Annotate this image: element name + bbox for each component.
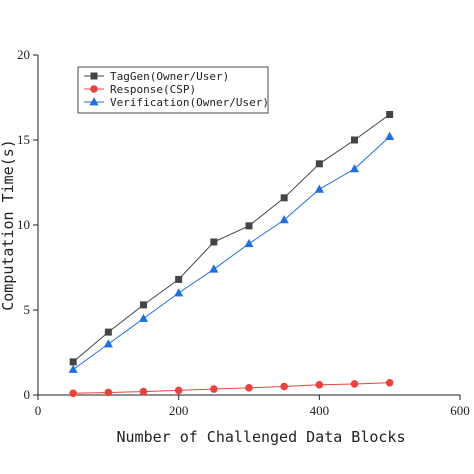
axes: 0 200 400 600 0 5 10 15 20 bbox=[17, 47, 470, 418]
x-tick-label: 0 bbox=[35, 403, 42, 418]
y-axis-title: Computation Time(s) bbox=[0, 139, 17, 311]
data-point bbox=[174, 386, 183, 395]
data-point bbox=[385, 378, 394, 387]
data-point bbox=[245, 384, 253, 392]
data-point bbox=[349, 164, 360, 173]
data-point bbox=[244, 238, 254, 248]
legend-item: TagGen(Owner/User) bbox=[84, 70, 229, 83]
data-point bbox=[104, 388, 113, 397]
y-tick-label: 10 bbox=[17, 217, 30, 232]
y-tick-label: 5 bbox=[24, 302, 31, 317]
series-line bbox=[72, 136, 391, 370]
series-layer bbox=[68, 111, 395, 398]
data-point bbox=[210, 238, 218, 246]
data-point bbox=[245, 222, 253, 230]
legend-box bbox=[77, 66, 269, 114]
data-point bbox=[89, 97, 99, 106]
data-point bbox=[90, 85, 98, 93]
series-line bbox=[72, 114, 390, 363]
data-point bbox=[69, 389, 77, 398]
data-point bbox=[351, 136, 358, 144]
data-point bbox=[175, 275, 183, 283]
data-point bbox=[68, 364, 78, 373]
data-point bbox=[315, 381, 324, 389]
data-point bbox=[210, 385, 218, 393]
legend-item: Verification(Owner/User) bbox=[84, 96, 269, 109]
series bbox=[68, 131, 395, 373]
y-tick-label: 15 bbox=[17, 132, 30, 147]
data-point bbox=[103, 339, 113, 348]
x-tick-label: 600 bbox=[450, 403, 470, 418]
data-point bbox=[139, 387, 148, 396]
data-point bbox=[314, 184, 324, 193]
x-tick-label: 200 bbox=[169, 403, 189, 418]
series bbox=[69, 378, 394, 398]
series bbox=[69, 111, 394, 366]
data-point bbox=[386, 111, 394, 118]
data-point bbox=[350, 380, 359, 388]
y-tick-label: 20 bbox=[17, 47, 30, 62]
data-point bbox=[279, 215, 289, 224]
legend-label: Response(CSP) bbox=[110, 83, 196, 96]
legend-label: TagGen(Owner/User) bbox=[110, 70, 229, 83]
data-point bbox=[280, 382, 288, 391]
data-point bbox=[209, 264, 219, 273]
data-point bbox=[315, 160, 323, 168]
data-point bbox=[138, 313, 149, 322]
legend: TagGen(Owner/User)Response(CSP)Verificat… bbox=[77, 66, 269, 114]
data-point bbox=[174, 288, 184, 297]
data-point bbox=[280, 194, 288, 202]
data-point bbox=[90, 72, 98, 80]
data-point bbox=[385, 131, 395, 140]
x-tick-label: 400 bbox=[310, 403, 330, 418]
legend-item: Response(CSP) bbox=[84, 83, 196, 96]
data-point bbox=[140, 301, 147, 309]
data-point bbox=[104, 328, 112, 336]
y-tick-label: 0 bbox=[24, 387, 31, 402]
x-axis-title: Number of Challenged Data Blocks bbox=[117, 428, 406, 446]
data-point bbox=[69, 358, 77, 366]
series-line bbox=[73, 382, 390, 394]
legend-label: Verification(Owner/User) bbox=[110, 96, 269, 109]
